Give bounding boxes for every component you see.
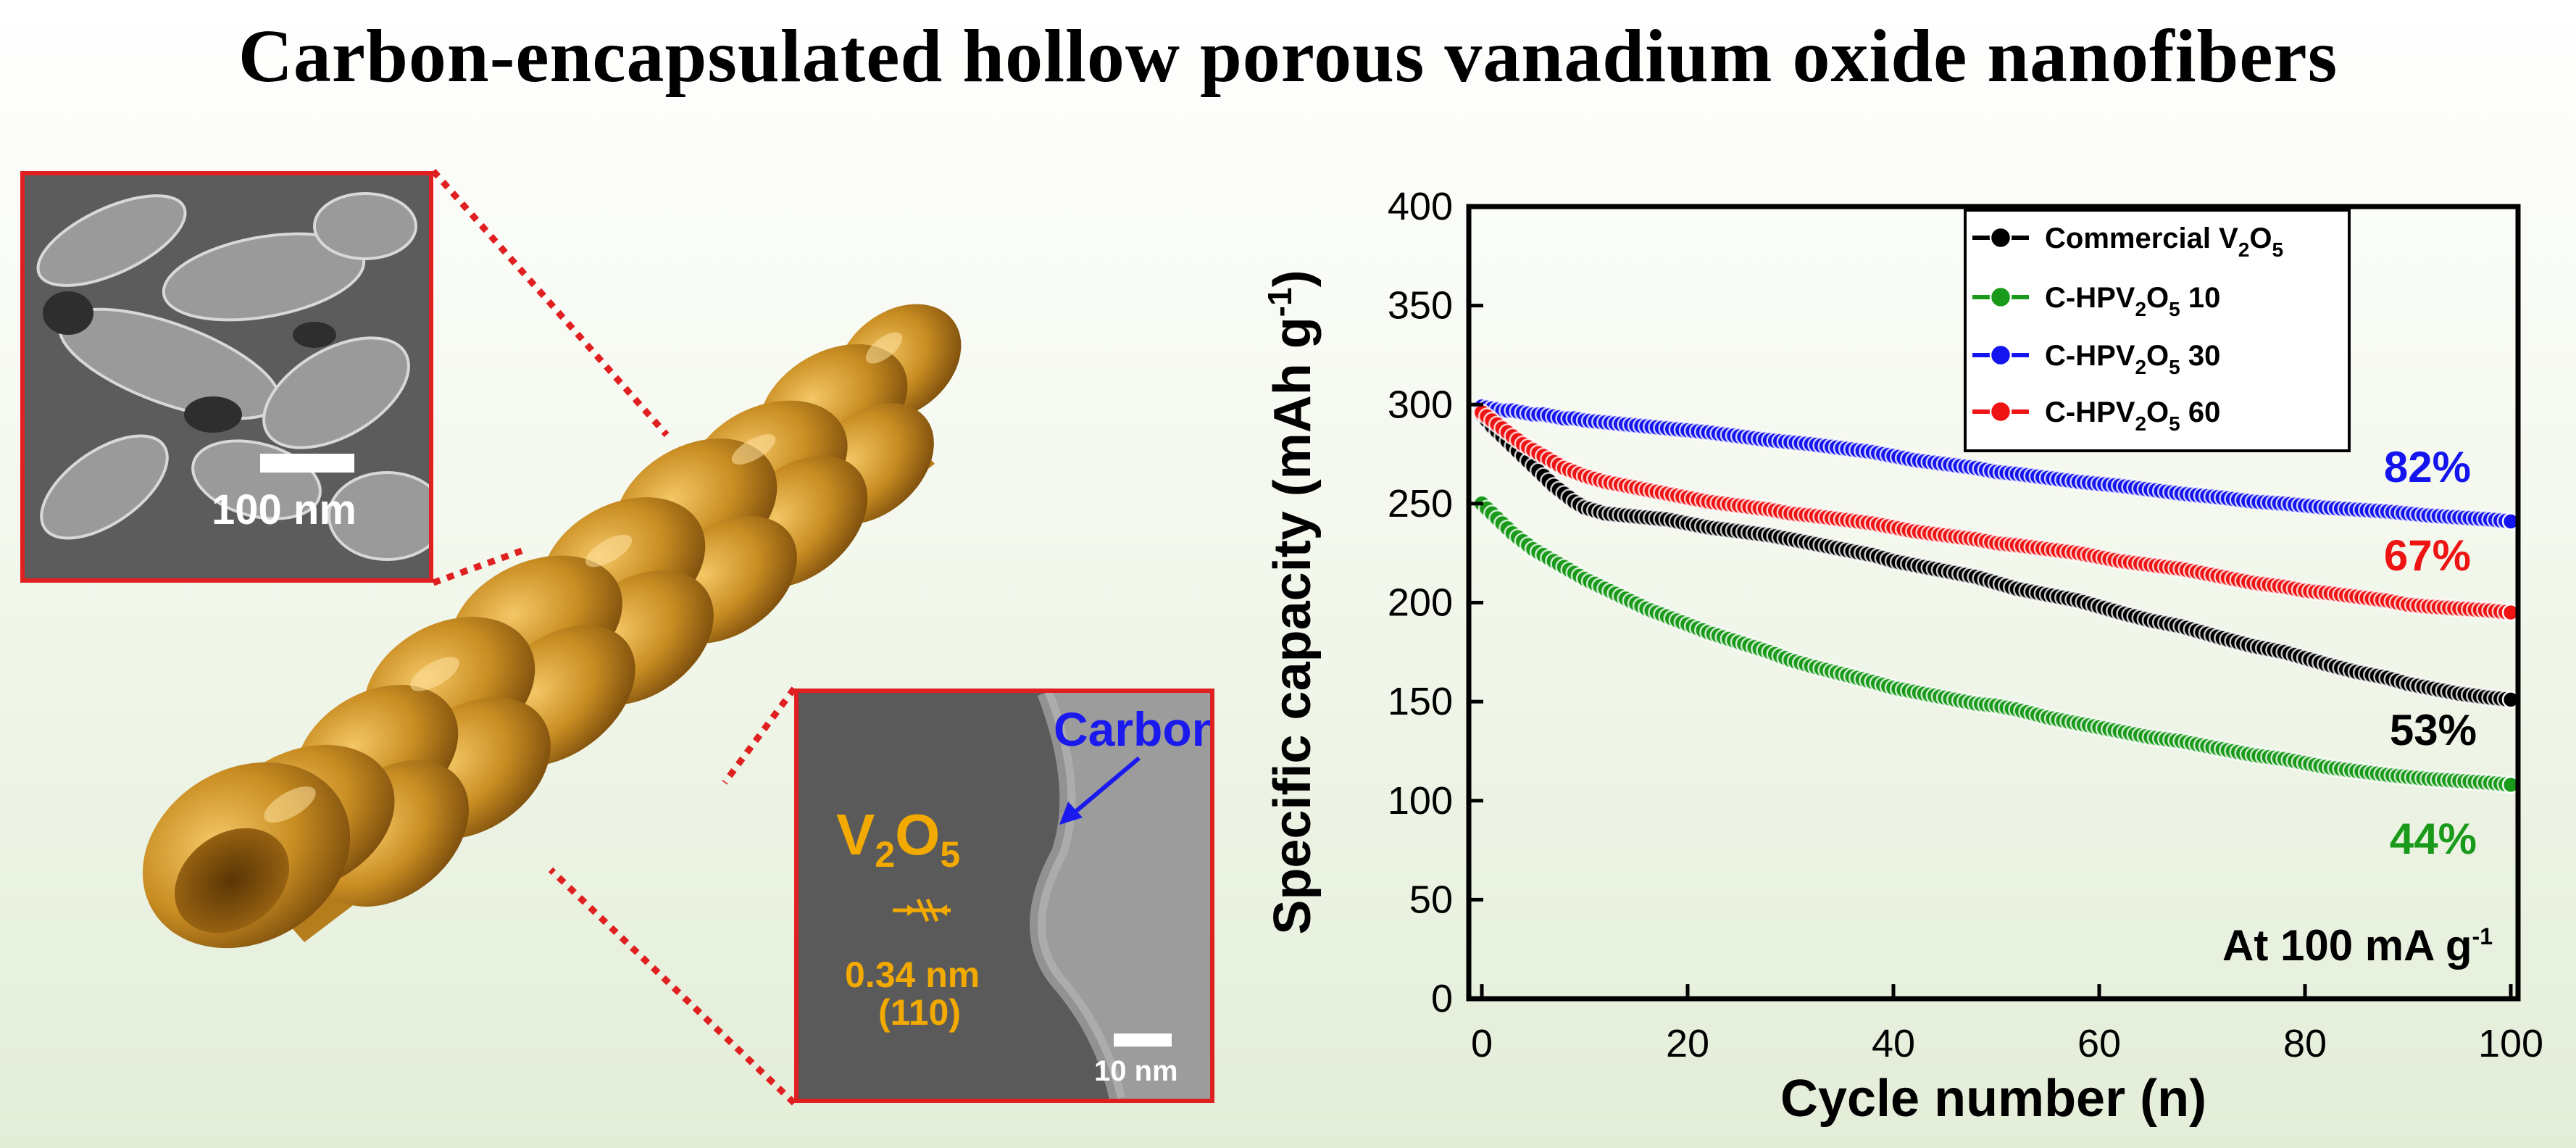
v2o5-o: O [895,802,941,867]
y-axis-title-main: Specific capacity (mAh g [1264,317,1322,934]
y-axis-title-sup: -1 [1261,287,1299,317]
tem-micrograph [799,693,1210,1099]
legend-marker-2 [1989,344,2012,367]
retention-label-2: 82% [2384,443,2471,491]
x-tick-label-3: 60 [2077,1022,2121,1065]
x-tick-label-5: 100 [2478,1022,2543,1065]
figure-title: Carbon-encapsulated hollow porous vanadi… [238,14,2338,98]
d-spacing-label: 0.34 nm [845,954,980,995]
legend-label-2: C-HPV2O5 30 [2045,340,2220,378]
legend-marker-1 [1989,286,2012,309]
series-3 [1472,403,2520,622]
y-tick-label-8: 400 [1388,185,1453,228]
v2o5-v: V [836,802,875,867]
carbon-label: Carbon [1054,702,1214,756]
zoom-line-tem-top [722,686,797,785]
series-1 [1472,494,2520,794]
sem-micrograph [25,175,429,578]
y-tick-label-6: 300 [1388,383,1453,426]
series-2 [1472,397,2520,531]
legend-label-1: C-HPV2O5 10 [2045,282,2220,320]
x-tick-label-0: 0 [1471,1022,1493,1065]
y-tick-label-5: 250 [1388,482,1453,525]
series-line-0 [1480,412,2512,702]
lattice-plane-label: (110) [878,992,961,1033]
y-tick-label-2: 100 [1388,779,1453,823]
legend-marker-3 [1989,400,2012,423]
condition-sup: -1 [2472,923,2493,949]
condition-label: At 100 mA g-1 [2222,921,2493,970]
legend-label-3: C-HPV2O5 60 [2045,396,2220,435]
v2o5-sub-5: 5 [940,834,961,875]
retention-label-1: 44% [2390,815,2477,863]
x-tick-label-4: 80 [2283,1022,2327,1065]
zoom-line-sem-top [430,169,670,437]
x-tick-label-1: 20 [1666,1022,1709,1065]
v2o5-sub-2: 2 [875,834,896,875]
y-axis-title: Specific capacity (mAh g-1) [1261,270,1322,934]
sem-scale-bar [260,454,354,473]
sem-image-panel: 100 nm [20,171,433,583]
condition-text: At 100 mA g [2222,921,2472,970]
retention-label-0: 53% [2390,706,2477,754]
legend-marker-0 [1989,226,2012,249]
y-tick-label-7: 350 [1388,284,1453,328]
y-tick-label-1: 50 [1409,878,1453,921]
carbon-arrow-icon [893,756,1141,922]
y-tick-label-4: 200 [1388,581,1453,625]
tem-scale-bar [1114,1033,1172,1047]
y-tick-label-0: 0 [1431,977,1453,1020]
y-tick-label-3: 150 [1388,680,1453,723]
v2o5-label: V2O5 [836,802,960,875]
retention-label-3: 67% [2384,531,2471,580]
nanofiber-body [142,304,962,949]
tem-scale-label: 10 nm [1094,1055,1178,1087]
x-tick-label-2: 40 [1872,1022,1915,1065]
legend-label-0: Commercial V2O5 [2045,222,2283,261]
legend-box [1964,209,2351,452]
y-axis-title-tail: ) [1264,270,1322,287]
zoom-line-tem-bottom [548,867,797,1106]
tem-image-panel: Carbon V2O5 0.34 nm (110) 10 nm [794,689,1214,1103]
legend: Commercial V2O5 C-HPV2O5 10 C-HPV2O5 30 C-H… [1964,209,2351,452]
sem-scale-label: 100 nm [212,486,357,533]
zoom-line-sem-bottom [432,547,523,586]
x-axis-title: Cycle number (n) [1780,1070,2206,1128]
